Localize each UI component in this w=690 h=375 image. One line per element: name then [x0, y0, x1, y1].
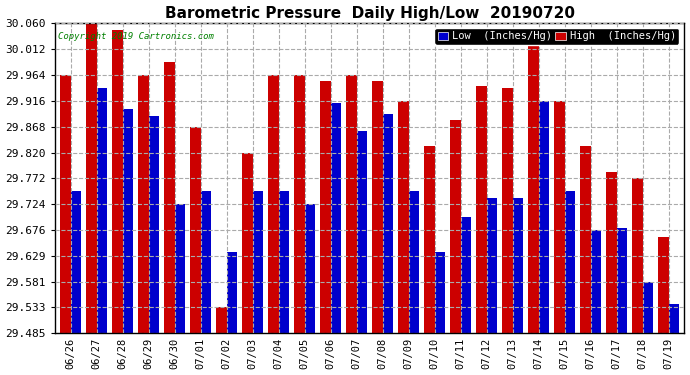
Bar: [138, 75, 149, 333]
Bar: [435, 252, 445, 333]
Bar: [305, 204, 315, 333]
Bar: [227, 252, 237, 333]
Bar: [190, 127, 201, 333]
Bar: [149, 116, 159, 333]
Bar: [279, 192, 289, 333]
Text: Copyright 2019 Cartronics.com: Copyright 2019 Cartronics.com: [58, 32, 214, 41]
Bar: [669, 304, 679, 333]
Bar: [539, 101, 549, 333]
Bar: [242, 153, 253, 333]
Bar: [97, 88, 107, 333]
Bar: [529, 45, 539, 333]
Bar: [123, 110, 133, 333]
Bar: [565, 192, 575, 333]
Bar: [201, 192, 211, 333]
Bar: [451, 120, 461, 333]
Bar: [617, 228, 627, 333]
Bar: [346, 75, 357, 333]
Bar: [486, 198, 497, 333]
Bar: [607, 172, 617, 333]
Bar: [331, 103, 341, 333]
Bar: [502, 88, 513, 333]
Bar: [554, 101, 565, 333]
Bar: [591, 230, 601, 333]
Bar: [60, 75, 70, 333]
Bar: [268, 75, 279, 333]
Bar: [658, 237, 669, 333]
Legend: Low  (Inches/Hg), High  (Inches/Hg): Low (Inches/Hg), High (Inches/Hg): [435, 28, 679, 45]
Bar: [112, 30, 123, 333]
Title: Barometric Pressure  Daily High/Low  20190720: Barometric Pressure Daily High/Low 20190…: [165, 6, 575, 21]
Bar: [580, 146, 591, 333]
Bar: [320, 81, 331, 333]
Bar: [253, 192, 263, 333]
Bar: [373, 81, 383, 333]
Bar: [357, 131, 367, 333]
Bar: [513, 198, 523, 333]
Bar: [643, 282, 653, 333]
Bar: [295, 75, 305, 333]
Bar: [476, 86, 486, 333]
Bar: [217, 308, 227, 333]
Bar: [383, 114, 393, 333]
Bar: [70, 192, 81, 333]
Bar: [461, 217, 471, 333]
Bar: [398, 101, 408, 333]
Bar: [175, 204, 185, 333]
Bar: [164, 62, 175, 333]
Bar: [86, 23, 97, 333]
Bar: [424, 146, 435, 333]
Bar: [633, 178, 643, 333]
Bar: [408, 192, 420, 333]
